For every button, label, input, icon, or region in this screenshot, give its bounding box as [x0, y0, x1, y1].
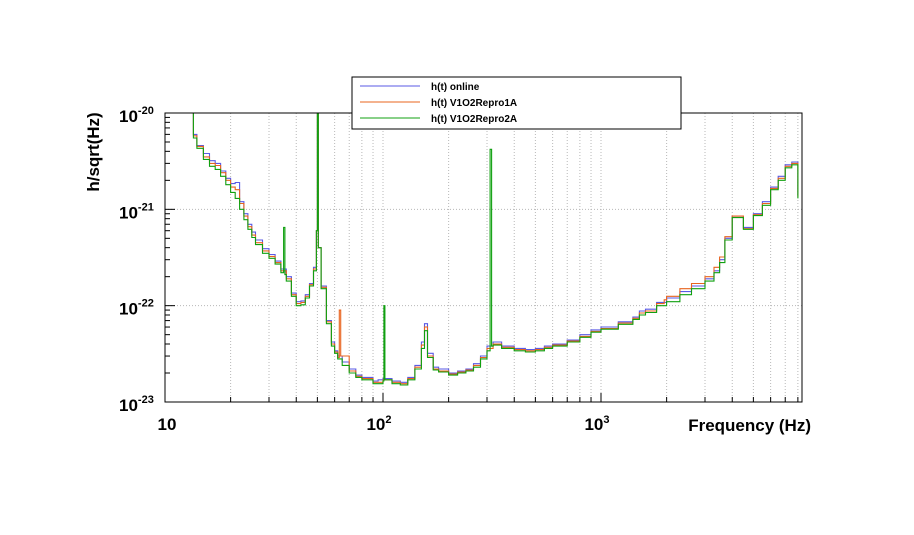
legend-label-repro2a: h(t) V1O2Repro2A: [431, 114, 517, 125]
x-tick-label: 103: [584, 414, 609, 434]
x-axis-title: Frequency (Hz): [688, 416, 811, 435]
legend-label-repro1a: h(t) V1O2Repro1A: [431, 98, 517, 109]
y-axis-title: h/sqrt(Hz): [84, 112, 103, 191]
x-tick-label: 10: [158, 415, 177, 434]
y-tick-label: 10-21: [119, 201, 154, 222]
series-line-2: [189, 112, 799, 386]
x-tick-label: 102: [366, 414, 391, 434]
legend: h(t) online h(t) V1O2Repro1A h(t) V1O2Re…: [351, 76, 682, 130]
y-tick-label: 10-22: [119, 298, 154, 319]
series-layer: [189, 112, 799, 386]
legend-label-online: h(t) online: [431, 82, 480, 93]
y-tick-label: 10-20: [119, 105, 154, 126]
tick-labels: 10 102 103 10-20 10-21 10-22 10-23: [119, 105, 610, 434]
tick-marks: [165, 112, 799, 403]
y-tick-label: 10-23: [119, 394, 154, 415]
